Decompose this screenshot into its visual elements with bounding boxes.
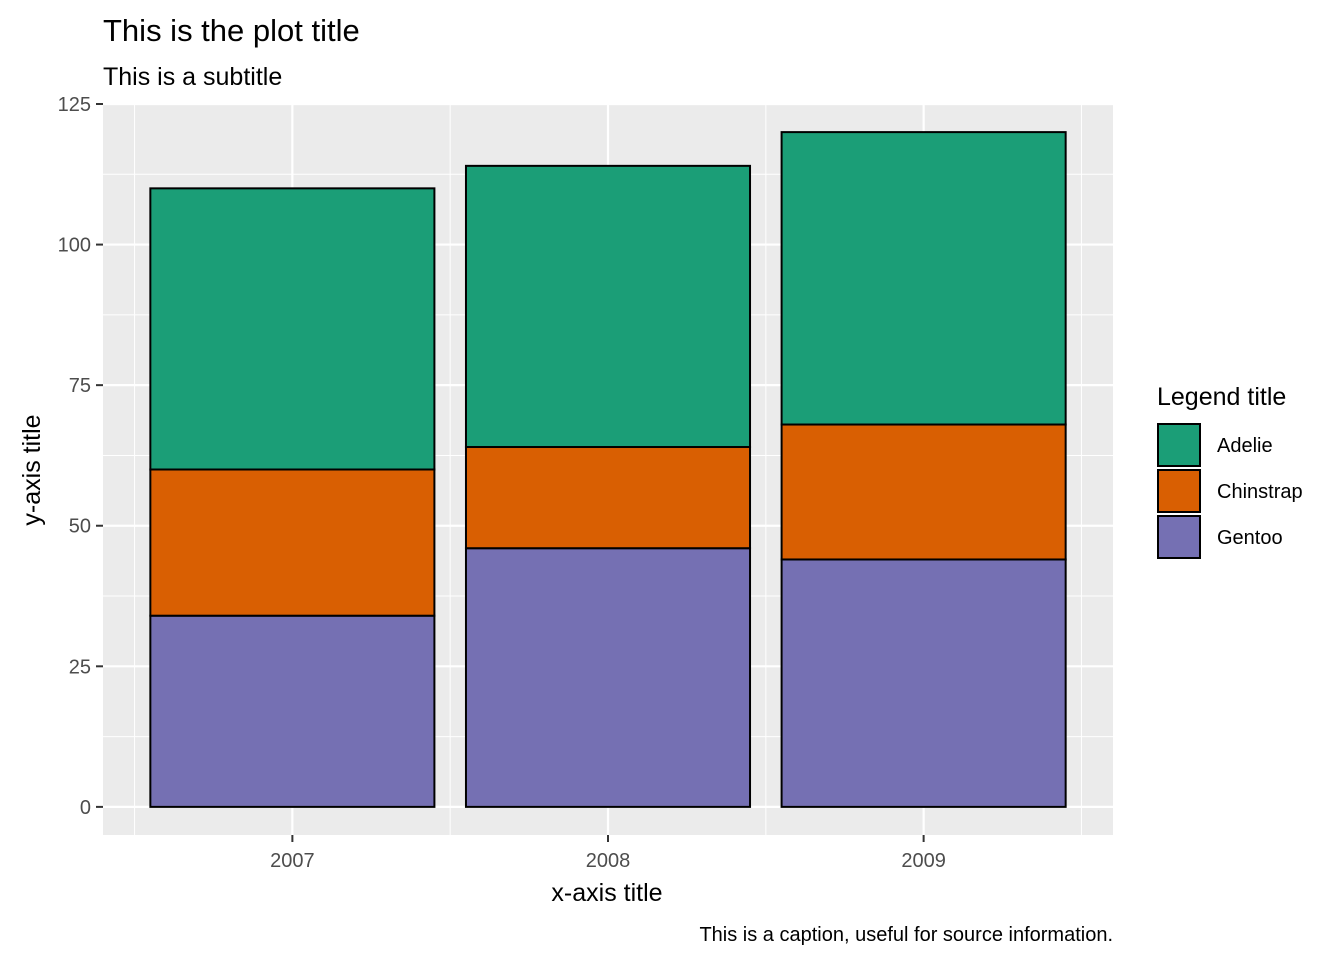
bar-segment-chinstrap-2009	[780, 423, 1067, 561]
legend-key-gentoo	[1157, 515, 1201, 559]
legend-title: Legend title	[1157, 383, 1286, 411]
y-tick-label: 125	[58, 94, 91, 116]
bar-segment-gentoo-2009	[780, 558, 1067, 808]
bar-segment-gentoo-2008	[464, 547, 752, 808]
bar-segment-adelie-2008	[464, 164, 752, 449]
y-tick-label: 0	[80, 797, 91, 819]
chart-caption: This is a caption, useful for source inf…	[699, 924, 1113, 946]
bar-segment-chinstrap-2008	[464, 446, 752, 550]
chart-title: This is the plot title	[103, 13, 360, 48]
bar-segment-adelie-2009	[780, 131, 1067, 426]
y-tick-label: 75	[69, 375, 91, 397]
legend-key-chinstrap	[1157, 469, 1201, 513]
y-tick-label: 25	[69, 656, 91, 678]
y-axis: 0 25 50 75 100 125	[58, 94, 103, 819]
y-tick-label: 100	[58, 235, 91, 257]
legend-label-chinstrap: Chinstrap	[1217, 481, 1303, 503]
bar-segment-chinstrap-2007	[149, 468, 436, 617]
legend: Legend title Adelie Chinstrap Gentoo	[1157, 383, 1303, 559]
x-tick-label: 2008	[586, 850, 631, 872]
y-tick-label: 50	[69, 516, 91, 538]
x-axis: 2007 2008 2009	[270, 835, 946, 872]
bars	[149, 131, 1067, 808]
x-tick-label: 2007	[270, 850, 315, 872]
legend-label-gentoo: Gentoo	[1217, 527, 1283, 549]
bar-segment-adelie-2007	[149, 187, 436, 471]
bar-segment-gentoo-2007	[149, 614, 436, 808]
legend-label-adelie: Adelie	[1217, 435, 1273, 457]
chart-subtitle: This is a subtitle	[103, 63, 282, 91]
x-tick-label: 2009	[901, 850, 946, 872]
x-axis-title: x-axis title	[551, 879, 662, 907]
legend-key-adelie	[1157, 423, 1201, 467]
y-axis-title: y-axis title	[18, 414, 46, 525]
